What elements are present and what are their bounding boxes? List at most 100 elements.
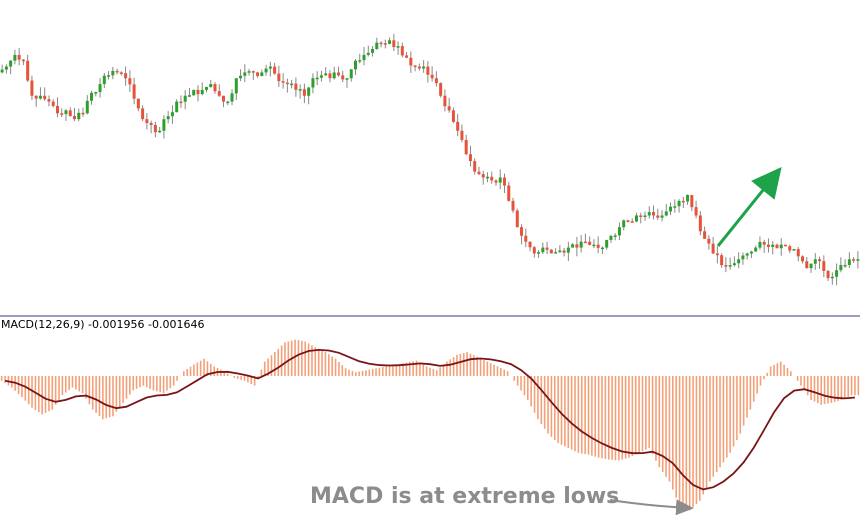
candle-bullish	[673, 206, 677, 208]
candle-bearish	[294, 83, 298, 90]
annotation-arrows	[609, 166, 782, 516]
candle-bearish	[328, 73, 332, 79]
candle-bearish	[575, 244, 579, 248]
candle-bearish	[481, 174, 485, 178]
candle-bearish	[179, 101, 183, 104]
price-candles	[0, 33, 860, 286]
candle-bearish	[511, 200, 515, 211]
candle-bearish	[724, 265, 728, 267]
candle-bullish	[192, 89, 196, 96]
candle-bullish	[111, 70, 115, 76]
candle-bullish	[686, 195, 690, 202]
candle-bearish	[141, 108, 145, 120]
candle-bullish	[771, 244, 775, 247]
candle-bearish	[451, 110, 455, 122]
annotation-pointer-arrow	[609, 499, 694, 516]
candle-bearish	[430, 74, 434, 79]
candle-bullish	[830, 276, 834, 279]
candle-bullish	[247, 71, 251, 73]
candle-bearish	[473, 161, 477, 172]
candle-bearish	[413, 65, 417, 67]
candle-bearish	[494, 180, 498, 183]
candle-bearish	[711, 243, 715, 254]
candle-bearish	[626, 220, 630, 222]
candle-bearish	[775, 244, 779, 249]
candle-bearish	[490, 176, 494, 181]
candle-bearish	[217, 91, 221, 96]
candle-bullish	[158, 130, 162, 133]
candle-bearish	[405, 55, 409, 58]
candle-bearish	[17, 54, 21, 60]
candle-bullish	[856, 259, 860, 261]
candle-bullish	[605, 239, 609, 248]
candle-bullish	[647, 212, 651, 216]
candle-bearish	[464, 139, 468, 155]
candle-bullish	[677, 200, 681, 207]
candle-bearish	[588, 241, 592, 245]
candle-bearish	[456, 121, 460, 131]
candle-bearish	[477, 171, 481, 175]
candle-bullish	[315, 77, 319, 80]
candle-bullish	[617, 227, 621, 236]
candle-bearish	[124, 73, 128, 79]
candle-bearish	[392, 40, 396, 48]
candle-bullish	[183, 95, 187, 102]
candle-bullish	[371, 49, 375, 53]
candle-bullish	[85, 100, 89, 114]
candle-bullish	[847, 259, 851, 266]
candle-bearish	[532, 247, 536, 254]
candle-bullish	[396, 46, 400, 48]
candle-bullish	[187, 95, 191, 97]
candle-bearish	[115, 70, 119, 73]
candle-bearish	[681, 200, 685, 203]
candle-bullish	[728, 265, 732, 267]
candle-bearish	[417, 66, 421, 69]
candle-bearish	[630, 221, 634, 223]
candle-bullish	[498, 177, 502, 183]
candle-bullish	[375, 42, 379, 50]
candle-bearish	[153, 124, 157, 133]
candle-bearish	[443, 95, 447, 107]
candle-bullish	[749, 251, 753, 254]
candle-bullish	[643, 215, 647, 217]
candle-bearish	[805, 261, 809, 269]
candle-bullish	[366, 52, 370, 55]
candle-bearish	[656, 215, 660, 218]
candle-bullish	[571, 244, 575, 248]
candle-bearish	[73, 116, 77, 120]
candle-bullish	[166, 116, 170, 120]
candle-bearish	[694, 207, 698, 216]
candle-bullish	[98, 84, 102, 93]
candle-bearish	[520, 227, 524, 236]
candle-bullish	[0, 69, 4, 73]
candle-bullish	[554, 252, 558, 254]
candle-bearish	[68, 110, 72, 117]
candle-bearish	[400, 46, 404, 56]
candle-bearish	[336, 72, 340, 76]
candle-bullish	[64, 110, 68, 115]
candle-bullish	[388, 40, 392, 44]
candle-bearish	[503, 177, 507, 186]
candle-bullish	[38, 95, 42, 99]
candle-bullish	[353, 60, 357, 70]
candle-bullish	[843, 265, 847, 267]
candle-bearish	[690, 195, 694, 208]
candle-bullish	[170, 112, 174, 117]
candle-bullish	[758, 241, 762, 248]
candle-bearish	[468, 154, 472, 162]
macd-indicator-label: MACD(12,26,9) -0.001956 -0.001646	[1, 318, 205, 331]
candle-bullish	[634, 215, 638, 222]
candle-bearish	[285, 82, 289, 85]
candle-bullish	[345, 78, 349, 80]
candle-bullish	[319, 75, 323, 78]
candle-bullish	[600, 247, 604, 250]
candle-bearish	[796, 249, 800, 257]
candle-bearish	[524, 235, 528, 242]
candle-bullish	[13, 54, 17, 61]
candle-bullish	[813, 259, 817, 264]
candle-bullish	[835, 270, 839, 277]
candle-bullish	[779, 244, 783, 249]
candle-bullish	[307, 87, 311, 96]
candle-bearish	[545, 247, 549, 250]
